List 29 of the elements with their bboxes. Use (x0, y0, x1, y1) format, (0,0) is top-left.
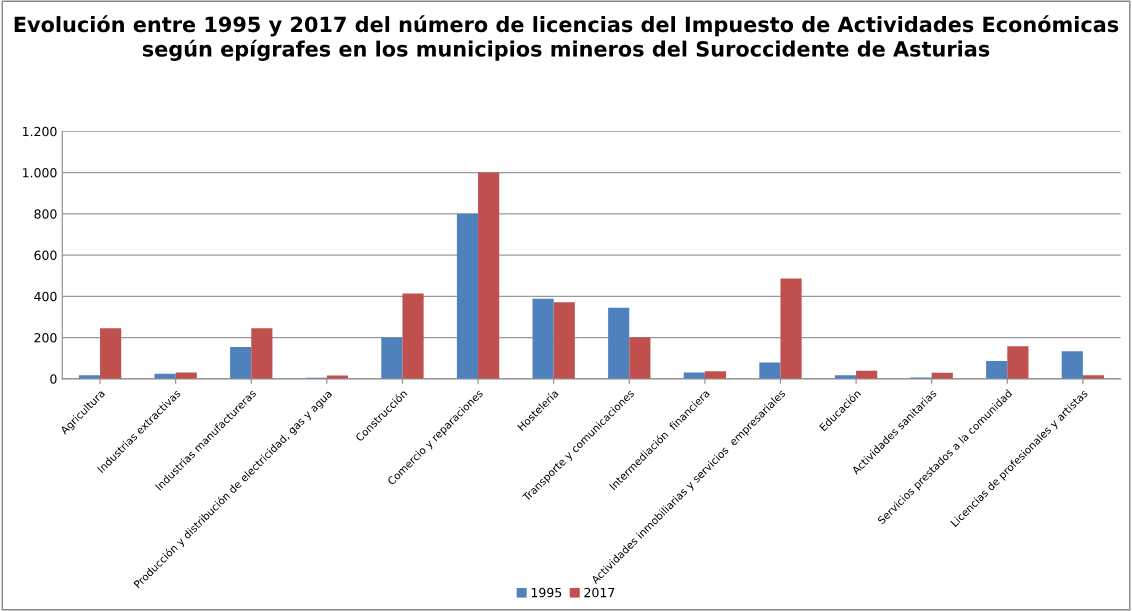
y-tick-label: 200 (34, 333, 57, 343)
bar (629, 337, 651, 379)
bar (532, 298, 554, 379)
y-tick-label: 1.200 (22, 126, 57, 137)
bar (1061, 351, 1083, 379)
bar (704, 371, 727, 379)
bar (456, 213, 479, 379)
bar (683, 372, 705, 379)
bar (402, 293, 424, 379)
y-tick-label: 1.000 (22, 168, 57, 178)
chart-title: Evolución entre 1995 y 2017 del número de licencias del Impuesto de Actividades Económicas según epígrafes en los municipios mineros del Suroccidente de Asturias (14, 15, 1119, 61)
bar (759, 362, 781, 379)
bar (608, 307, 630, 379)
bar (100, 328, 122, 379)
bar (381, 337, 403, 379)
y-tick-label: 400 (34, 291, 57, 302)
bar (986, 361, 1008, 379)
bar (553, 302, 575, 379)
y-tick-label: 600 (34, 250, 57, 261)
bar (780, 278, 802, 379)
y-tick-label: 0 (50, 374, 57, 384)
bar (175, 372, 197, 379)
bar (478, 172, 500, 379)
legend-label: 1995 (531, 587, 562, 598)
bar (1007, 346, 1029, 379)
bar (251, 328, 273, 379)
y-tick-label: 800 (34, 209, 57, 219)
legend-label: 2017 (584, 587, 615, 598)
bar (230, 347, 252, 379)
